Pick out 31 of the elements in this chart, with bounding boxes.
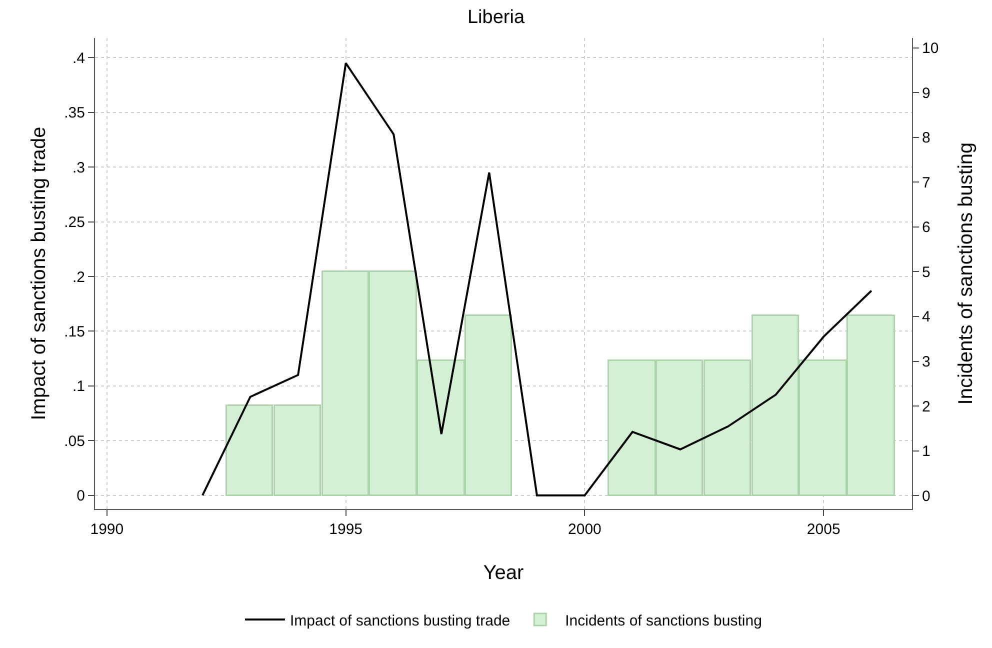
legend-label: Impact of sanctions busting trade (290, 612, 510, 630)
y-tick-label: .4 (72, 50, 85, 67)
y2-tick-label: 9 (922, 84, 930, 102)
y-tick-label: .35 (64, 104, 85, 122)
x-tick-label: 1995 (329, 521, 363, 538)
y2-tick-label: 4 (922, 308, 930, 326)
y2-tick-label: 3 (922, 354, 930, 370)
x-tick-label: 1990 (90, 521, 124, 538)
y2-tick-label: 8 (922, 130, 930, 147)
x-tick-label: 2000 (568, 521, 602, 538)
y2-tick-label: 10 (922, 40, 939, 58)
y2-tick-label: 0 (922, 488, 930, 505)
y2-tick-label: 5 (922, 264, 930, 281)
y-tick-label: .15 (64, 323, 85, 340)
y-axis-title: Impact of sanctions busting trade (28, 126, 50, 420)
y-tick-label: .25 (64, 214, 85, 232)
chart-title: Liberia (467, 7, 525, 28)
legend-label: Incidents of sanctions busting (565, 612, 762, 630)
x-tick-label: 2005 (806, 521, 840, 538)
y2-tick-label: 6 (922, 219, 930, 236)
y2-axis-title: Incidents of sanctions busting (955, 142, 977, 405)
y-tick-label: 0 (76, 488, 85, 505)
x-axis-title: Year (483, 562, 524, 584)
y-tick-label: .2 (72, 268, 85, 286)
y-tick-label: .1 (72, 378, 85, 396)
line-series (202, 62, 872, 496)
y2-tick-label: 1 (922, 443, 930, 460)
y2-tick-label: 2 (922, 398, 930, 416)
y2-tick-label: 7 (922, 174, 930, 192)
y-tick-label: .3 (72, 159, 85, 176)
y-tick-label: .05 (64, 432, 85, 450)
